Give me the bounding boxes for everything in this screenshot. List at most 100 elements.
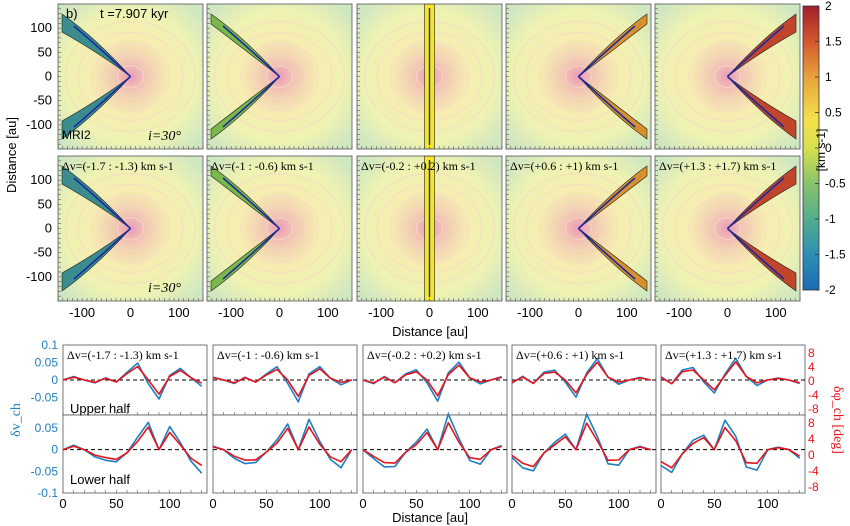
inclination-label-bottom: i=30°: [148, 281, 181, 296]
disk-ring: [687, 42, 768, 111]
disk-ring: [564, 216, 593, 241]
disk-ring: [90, 42, 171, 111]
y-tick-label: 0: [45, 69, 52, 84]
isovelocity-curve: [577, 227, 636, 280]
colorbar-tick-label: -2: [825, 283, 836, 297]
maps-ylabel: Distance [au]: [4, 117, 19, 193]
x-tick-label: 0: [276, 305, 283, 320]
x-tick-label: -100: [368, 305, 394, 320]
disk-ring: [538, 194, 619, 263]
colorbar-tick-label: -1.5: [825, 248, 846, 262]
isovelocity-curve: [577, 75, 636, 128]
disk-ring: [64, 20, 197, 133]
disk-ring: [713, 64, 742, 89]
disk-ring: [90, 194, 171, 263]
disk-ring: [226, 31, 333, 122]
colorbar-tick-label: -0.5: [825, 177, 846, 191]
x-tick-label: 0: [724, 305, 731, 320]
isovelocity-curve: [222, 227, 281, 280]
y-tick-label: 0: [45, 221, 52, 236]
lower-half-label: Lower half: [70, 472, 130, 487]
y-tick-label: -100: [26, 269, 52, 284]
line-plot-panel: Δv=(+0.6 : +1) km s-1: [511, 344, 657, 416]
disk-ring: [265, 216, 294, 241]
plot-frame: [660, 414, 806, 494]
channel-label: Δv=(+0.6 : +1) km s-1: [516, 348, 624, 362]
channel-label: Δv=(-1 : -0.6) km s-1: [211, 159, 314, 173]
x-tick-label: 0: [209, 496, 216, 511]
disk-ring: [265, 64, 294, 89]
plots-ylabel-right: δφ_ch [deg]: [830, 386, 845, 454]
series-angle-line: [62, 426, 203, 467]
channel-label: Δv=(+0.6 : +1) km s-1: [510, 159, 618, 173]
x-tick-label: 0: [359, 496, 366, 511]
x-tick-label: -100: [218, 305, 244, 320]
disk-ring: [252, 205, 307, 252]
x-tick-label: 100: [317, 305, 339, 320]
disk-ring: [103, 205, 158, 252]
line-plot-panel: 0 50 100: [657, 414, 806, 511]
time-label: t =7.907 kyr: [100, 6, 169, 21]
isovelocity-curve: [73, 227, 132, 280]
series-velocity-line: [362, 413, 502, 468]
disk-ring: [239, 42, 320, 111]
series-angle-line: [212, 367, 352, 398]
y-tick-label: 100: [30, 20, 52, 35]
disk-ring: [674, 31, 781, 122]
channel-label: Δv=(-1 : -0.6) km s-1: [217, 348, 320, 362]
right-tick-label: 8: [808, 346, 815, 360]
channel-label: Δv=(+1.3 : +1.7) km s-1: [659, 159, 776, 173]
colorbar-tick-label: 1: [825, 70, 832, 84]
channel-map-panel: [57, 3, 204, 150]
y-tick-label: -50: [33, 245, 52, 260]
disk-ring: [564, 64, 593, 89]
disk-ring: [700, 205, 755, 252]
left-tick-label: 0: [51, 373, 58, 387]
series-velocity-line: [212, 418, 353, 469]
x-tick-label: 0: [508, 496, 515, 511]
series-angle-line: [62, 365, 203, 396]
series-angle-line: [362, 421, 502, 464]
line-plot-panel: Δv=(-1 : -0.6) km s-1: [212, 344, 358, 416]
x-tick-label: 100: [168, 305, 190, 320]
right-tick-label: -8: [808, 480, 819, 494]
plot-frame: [62, 414, 208, 494]
x-tick-label: 100: [459, 496, 481, 511]
channel-map-panel: [505, 3, 652, 150]
x-tick-label: 100: [467, 305, 489, 320]
x-tick-label: -100: [69, 305, 95, 320]
colorbar-tick-label: 1.5: [825, 35, 842, 49]
x-tick-label: -100: [517, 305, 543, 320]
disk-ring: [226, 183, 333, 274]
x-tick-label: 100: [757, 496, 779, 511]
disk-ring: [661, 172, 794, 285]
colorbar-unit: [km s-1]: [814, 129, 828, 172]
channel-label: Δv=(-0.2 : +0.2) km s-1: [367, 348, 482, 362]
isovelocity-curve: [222, 177, 281, 230]
disk-ring: [77, 183, 184, 274]
disk-ring: [713, 216, 742, 241]
isovelocity-curve: [73, 177, 132, 230]
line-plot-panel: 0 50 100: [59, 414, 208, 511]
isovelocity-curve: [577, 177, 636, 230]
x-tick-label: 50: [707, 496, 721, 511]
disk-ring: [661, 20, 794, 133]
model-label: MRI2: [62, 128, 91, 142]
channel-map-panel: Δv=(+0.6 : +1) km s-1 -100 0 100: [505, 155, 652, 320]
disk-ring: [116, 64, 145, 89]
disk-ring: [77, 31, 184, 122]
x-tick-label: 0: [575, 305, 582, 320]
y-tick-label: 50: [38, 196, 52, 211]
disk-ring: [551, 53, 606, 100]
disk-ring: [674, 183, 781, 274]
right-tick-label: 4: [808, 432, 815, 446]
disk-ring: [525, 183, 632, 274]
disk-ring: [239, 194, 320, 263]
disk-ring: [512, 20, 645, 133]
line-plot-panel: 0 50 100: [359, 413, 508, 511]
right-tick-label: -4: [808, 388, 819, 402]
y-tick-label: -50: [33, 93, 52, 108]
disk-ring: [116, 216, 145, 241]
isovelocity-curve: [222, 75, 281, 128]
left-tick-label: 0.05: [35, 356, 59, 370]
